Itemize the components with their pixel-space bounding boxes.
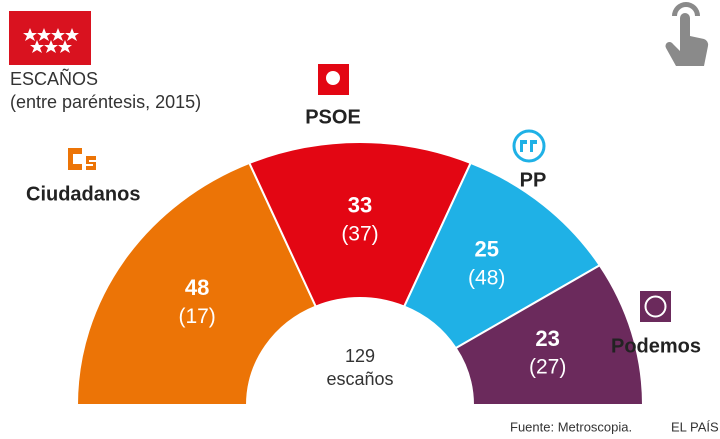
party-name: Podemos bbox=[611, 335, 701, 357]
party-name: PP bbox=[520, 169, 547, 191]
seat-segment bbox=[75, 161, 318, 406]
source: Fuente: Metroscopia. bbox=[510, 419, 632, 434]
value-label-2015: (27) bbox=[529, 356, 566, 379]
party-name: PSOE bbox=[305, 106, 361, 128]
value-label: 23 bbox=[535, 326, 559, 351]
chart-subtitle: (entre paréntesis, 2015) bbox=[10, 92, 201, 112]
value-label: 33 bbox=[348, 193, 372, 218]
value-label-2015: (37) bbox=[341, 222, 378, 245]
total-label: escaños bbox=[326, 369, 393, 389]
party-name: Ciudadanos bbox=[26, 183, 140, 205]
seat-segment bbox=[402, 161, 602, 350]
seat-segment bbox=[247, 141, 473, 308]
seat-segment bbox=[454, 263, 645, 406]
party-logos bbox=[68, 64, 671, 322]
value-label: 48 bbox=[185, 275, 209, 300]
touch-icon bbox=[665, 2, 709, 66]
region-flag bbox=[9, 11, 91, 65]
chart-title: ESCAÑOS bbox=[10, 68, 98, 89]
total-seats: 129 bbox=[345, 346, 375, 366]
value-label-2015: (48) bbox=[468, 266, 505, 289]
brand: EL PAÍS bbox=[671, 419, 719, 434]
value-label: 25 bbox=[474, 237, 498, 262]
value-label-2015: (17) bbox=[178, 305, 215, 328]
